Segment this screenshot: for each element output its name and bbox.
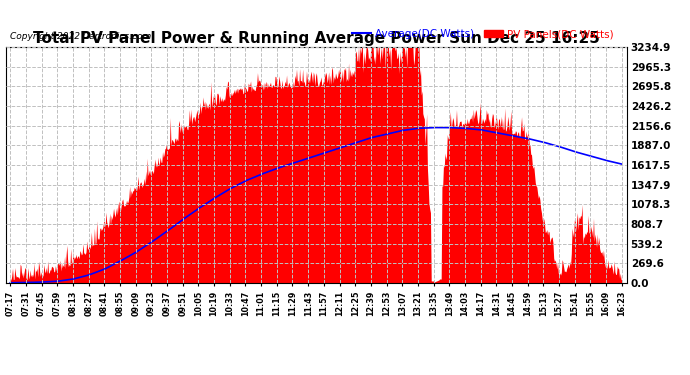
Title: Total PV Panel Power & Running Average Power Sun Dec 25 16:25: Total PV Panel Power & Running Average P…: [32, 31, 600, 46]
Legend: Average(DC Watts), PV Panels(DC Watts): Average(DC Watts), PV Panels(DC Watts): [348, 25, 618, 43]
Text: Copyright 2022 Cartronics.com: Copyright 2022 Cartronics.com: [10, 32, 152, 41]
